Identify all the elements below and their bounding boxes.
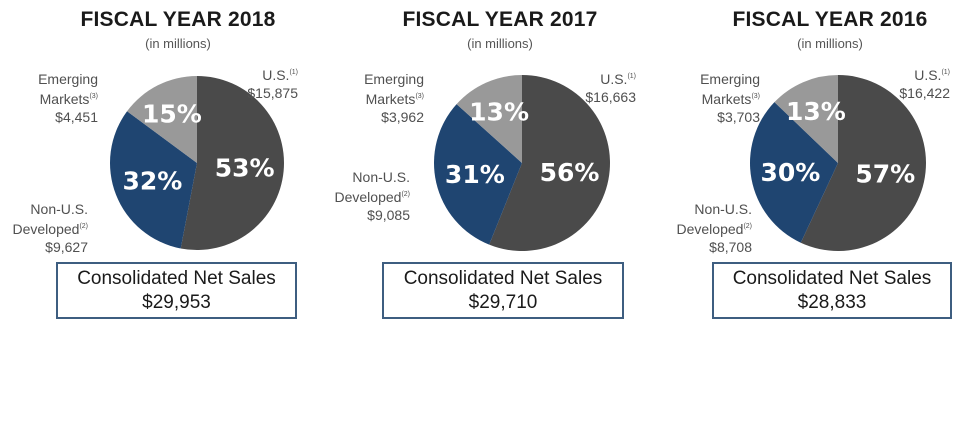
pie-slice-non-us-developed bbox=[109, 111, 197, 249]
slice-label-non-us-developed: Non-U.S. Developed(2) $9,627 bbox=[12, 201, 89, 255]
pie-slice-emerging-markets bbox=[456, 75, 522, 163]
total-value: $28,833 bbox=[797, 292, 867, 313]
chart-fy2017: FISCAL YEAR 2017 (in millions) 56% 31% 1… bbox=[335, 0, 660, 330]
total-box: Consolidated Net Sales $28,833 bbox=[712, 262, 952, 319]
slice-label-us: U.S.(1) $16,663 bbox=[585, 71, 636, 105]
pie-percent-label-non-us-developed: 32% bbox=[123, 166, 183, 195]
pie-slice-us bbox=[800, 75, 926, 251]
total-value: $29,953 bbox=[142, 292, 211, 313]
pie-percent-label-emerging-markets: 13% bbox=[469, 98, 529, 127]
pie-percent-label-emerging-markets: 15% bbox=[142, 99, 202, 128]
pie-percent-label-us: 56% bbox=[540, 158, 600, 187]
pie-slice-emerging-markets bbox=[774, 75, 838, 163]
pie-percent-label-non-us-developed: 30% bbox=[761, 158, 821, 187]
pie-percent-label-emerging-markets: 13% bbox=[786, 97, 846, 126]
slice-label-us: U.S.(1) $15,875 bbox=[247, 67, 298, 101]
chart-title: FISCAL YEAR 2017 bbox=[402, 8, 598, 31]
pie-percent-label-us: 53% bbox=[215, 154, 275, 183]
total-value: $29,710 bbox=[468, 292, 538, 313]
slice-label-emerging-markets: Emerging Markets(3) $4,451 bbox=[38, 71, 98, 125]
chart-fy2016: FISCAL YEAR 2016 (in millions) 57% 30% 1… bbox=[650, 0, 970, 330]
slice-label-emerging-markets: Emerging Markets(3) $3,703 bbox=[700, 71, 760, 125]
pie-percent-label-us: 57% bbox=[855, 159, 915, 188]
slice-label-us: U.S.(1) $16,422 bbox=[899, 67, 950, 101]
pie-slice-emerging-markets bbox=[127, 76, 197, 163]
slice-label-non-us-developed: Non-U.S. Developed(2) $8,708 bbox=[676, 201, 753, 255]
pie-chart: 57% 30% 13% bbox=[750, 75, 926, 251]
pie-slice-non-us-developed bbox=[750, 102, 838, 243]
pie-slice-us bbox=[180, 76, 284, 251]
chart-title: FISCAL YEAR 2018 bbox=[80, 8, 276, 31]
chart-title: FISCAL YEAR 2016 bbox=[732, 8, 928, 31]
pie-slice-non-us-developed bbox=[434, 104, 522, 245]
pie-chart: 56% 31% 13% bbox=[434, 75, 610, 251]
chart-fy2018: FISCAL YEAR 2018 (in millions) 53% 32% 1… bbox=[13, 0, 338, 330]
total-box: Consolidated Net Sales $29,953 bbox=[56, 262, 297, 319]
chart-subtitle: (in millions) bbox=[797, 36, 863, 51]
pie-chart: 53% 32% 15% bbox=[109, 76, 284, 251]
chart-subtitle: (in millions) bbox=[467, 36, 533, 51]
total-label: Consolidated Net Sales bbox=[732, 268, 932, 289]
slice-label-non-us-developed: Non-U.S. Developed(2) $9,085 bbox=[334, 169, 411, 223]
total-box: Consolidated Net Sales $29,710 bbox=[382, 262, 624, 319]
chart-subtitle: (in millions) bbox=[145, 36, 211, 51]
total-label: Consolidated Net Sales bbox=[77, 268, 276, 289]
slice-label-emerging-markets: Emerging Markets(3) $3,962 bbox=[364, 71, 424, 125]
pie-slice-us bbox=[489, 75, 610, 251]
pie-percent-label-non-us-developed: 31% bbox=[445, 160, 505, 189]
total-label: Consolidated Net Sales bbox=[403, 268, 603, 289]
